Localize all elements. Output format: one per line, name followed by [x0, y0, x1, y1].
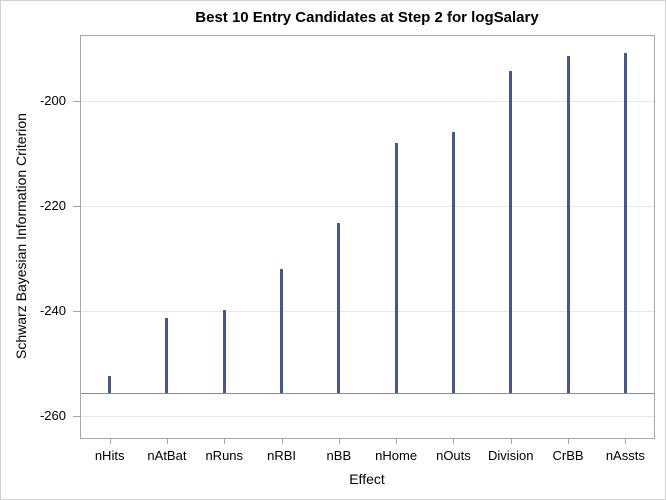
gridline: [81, 415, 654, 417]
bar-nouts: [451, 131, 455, 394]
x-tick-label: nHits: [94, 448, 125, 463]
x-tick-label: Division: [487, 448, 534, 463]
x-axis-title: Effect: [349, 471, 385, 487]
x-tick: [510, 438, 512, 444]
y-tick: [73, 310, 80, 312]
bar-natbat: [165, 317, 169, 394]
x-tick: [625, 438, 627, 444]
chart-title: Best 10 Entry Candidates at Step 2 for l…: [195, 9, 539, 26]
bar-nrbi: [280, 269, 284, 394]
x-tick-label: CrBB: [552, 448, 584, 463]
x-tick-label: nOuts: [436, 448, 471, 463]
x-tick: [453, 438, 455, 444]
x-tick-label: nHome: [375, 448, 418, 463]
x-tick-label: nAssts: [605, 448, 645, 463]
x-tick: [224, 438, 226, 444]
y-tick: [73, 415, 80, 417]
x-tick: [281, 438, 283, 444]
x-tick-label: nRuns: [205, 448, 244, 463]
x-tick: [568, 438, 570, 444]
y-tick-label: -200: [39, 93, 66, 109]
y-tick-label: -240: [39, 302, 66, 318]
bar-nassts: [623, 53, 627, 394]
y-tick-label: -220: [39, 198, 66, 214]
gridline: [81, 310, 654, 312]
bar-nhome: [394, 142, 398, 394]
bar-nbb: [337, 222, 341, 394]
x-tick-label: nBB: [326, 448, 352, 463]
y-axis-title: Schwarz Bayesian Information Criterion: [13, 113, 29, 359]
bar-nruns: [222, 309, 226, 394]
y-tick: [73, 206, 80, 208]
bar-crbb: [566, 55, 570, 394]
y-tick-label: -260: [39, 407, 66, 423]
bar-division: [509, 71, 513, 394]
y-tick: [73, 101, 80, 103]
x-tick: [109, 438, 111, 444]
x-tick-label: nAtBat: [147, 448, 187, 463]
x-tick: [338, 438, 340, 444]
x-tick: [166, 438, 168, 444]
gridline: [81, 206, 654, 208]
baseline: [81, 393, 654, 395]
x-tick-label: nRBI: [267, 448, 296, 463]
plot-area: [80, 35, 655, 439]
bar-nhits: [108, 376, 112, 394]
x-tick: [396, 438, 398, 444]
gridline: [81, 101, 654, 103]
